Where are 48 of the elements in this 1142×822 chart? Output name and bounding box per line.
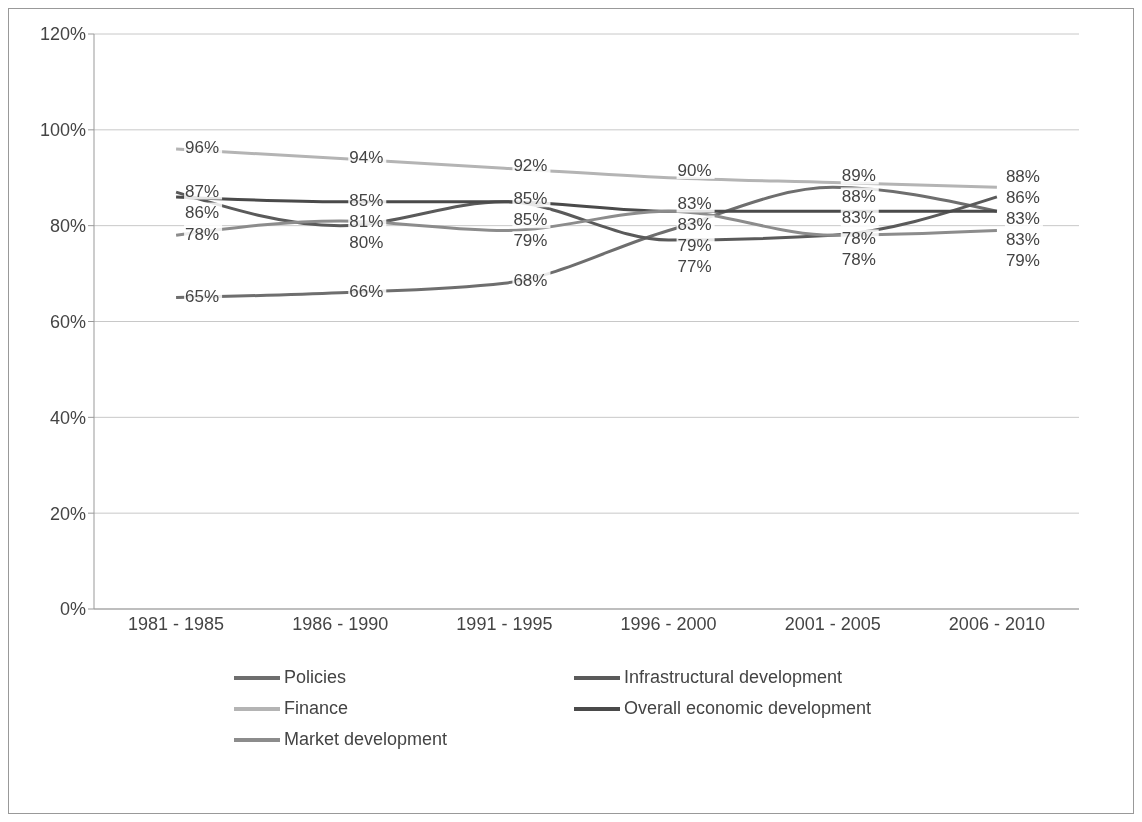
- data-label: 90%: [677, 160, 712, 180]
- y-tick-label: 60%: [49, 311, 86, 332]
- data-label: 68%: [513, 270, 548, 290]
- data-label: 77%: [677, 257, 712, 277]
- data-label: 79%: [513, 231, 548, 251]
- y-tick-label: 80%: [49, 216, 86, 237]
- legend-label: Finance: [284, 698, 349, 719]
- data-label: 65%: [185, 286, 220, 306]
- data-label: 78%: [185, 224, 220, 244]
- data-label: 78%: [841, 229, 876, 249]
- x-tick-label: 2001 - 2005: [784, 613, 881, 634]
- y-tick-label: 20%: [49, 503, 86, 524]
- data-label: 83%: [677, 194, 712, 214]
- x-tick-label: 1991 - 1995: [456, 613, 553, 634]
- data-label: 83%: [841, 208, 876, 228]
- data-label: 83%: [1005, 209, 1040, 229]
- y-tick-label: 100%: [39, 120, 86, 141]
- data-label: 79%: [1005, 251, 1040, 271]
- data-label: 78%: [841, 250, 876, 270]
- data-label: 86%: [185, 202, 220, 222]
- data-label: 88%: [841, 187, 876, 207]
- legend-label: Infrastructural development: [624, 667, 843, 688]
- y-tick-label: 120%: [39, 24, 86, 45]
- data-label: 85%: [349, 190, 384, 210]
- data-label: 92%: [513, 155, 548, 175]
- y-tick-label: 40%: [49, 407, 86, 428]
- x-tick-label: 1996 - 2000: [620, 613, 717, 634]
- y-tick-label: 0%: [59, 599, 86, 620]
- x-tick-label: 1981 - 1985: [128, 613, 225, 634]
- x-tick-label: 2006 - 2010: [948, 613, 1045, 634]
- data-label: 66%: [349, 281, 384, 301]
- legend-label: Market development: [284, 729, 448, 750]
- legend-label: Overall economic development: [624, 698, 872, 719]
- data-label: 85%: [513, 210, 548, 230]
- data-label: 85%: [513, 189, 548, 209]
- data-label: 83%: [1005, 230, 1040, 250]
- data-label: 88%: [1005, 167, 1040, 187]
- data-label: 89%: [841, 166, 876, 186]
- legend-label: Policies: [284, 667, 347, 688]
- x-tick-label: 1986 - 1990: [292, 613, 389, 634]
- data-label: 96%: [185, 138, 220, 158]
- data-label: 81%: [349, 211, 384, 231]
- data-label: 79%: [677, 236, 712, 256]
- data-label: 86%: [1005, 188, 1040, 208]
- data-label: 94%: [349, 147, 384, 167]
- data-label: 80%: [349, 232, 384, 252]
- data-label: 87%: [185, 181, 220, 201]
- data-label: 83%: [677, 215, 712, 235]
